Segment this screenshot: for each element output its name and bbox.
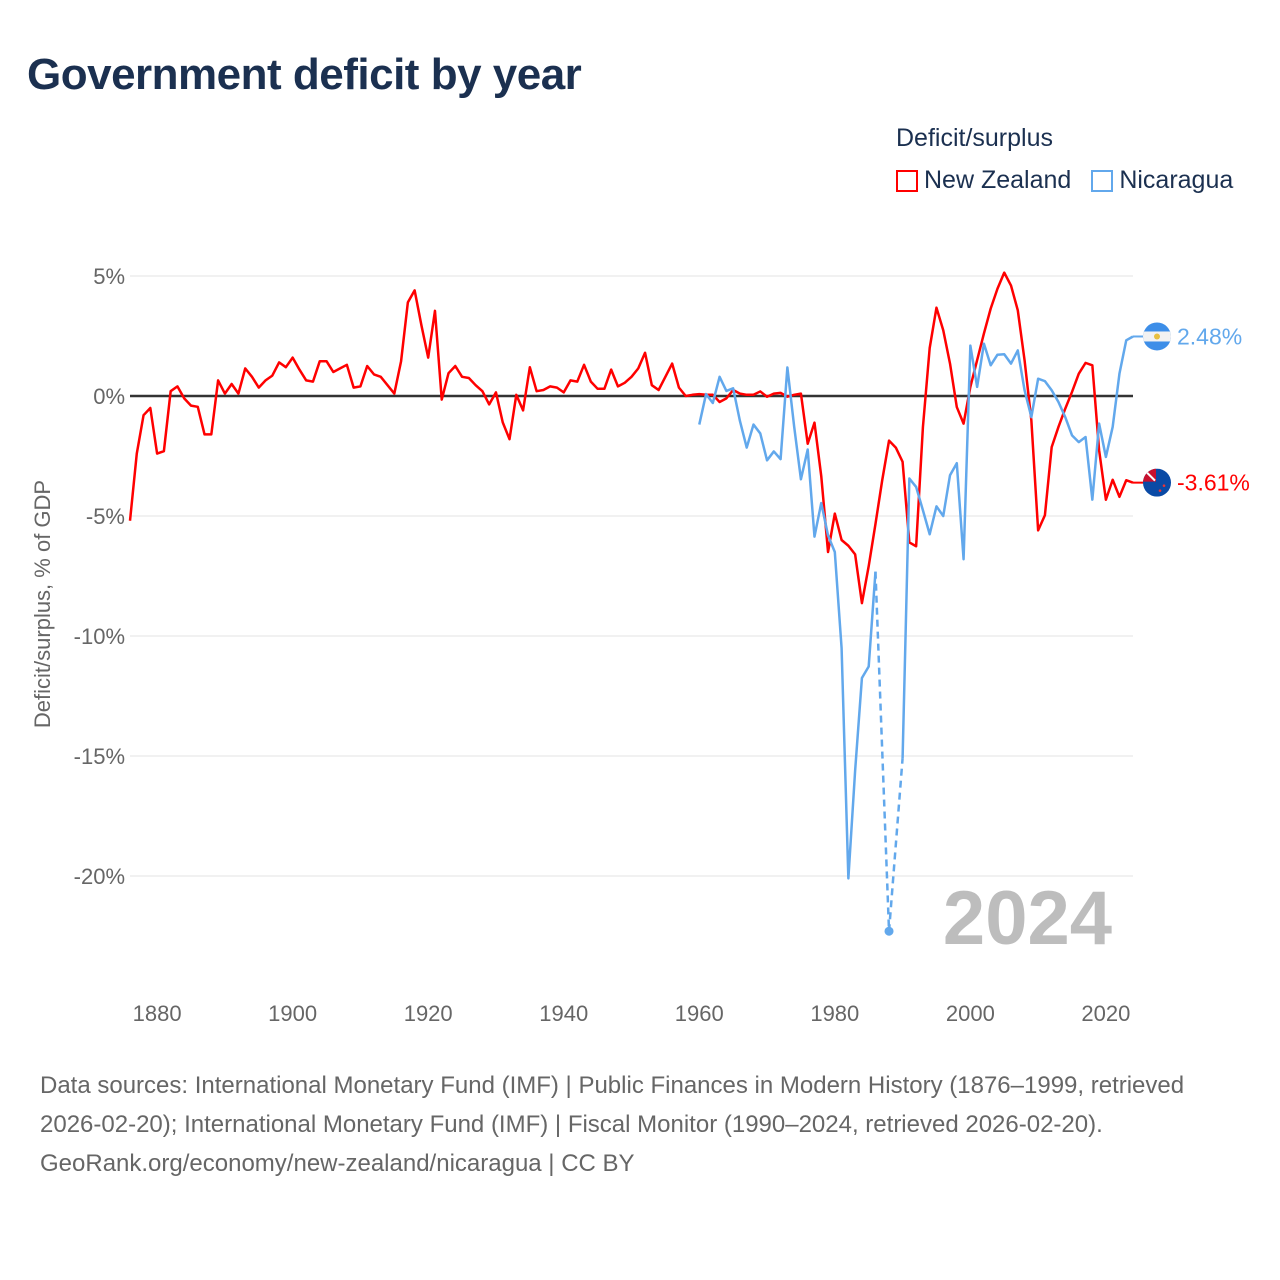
data-point-nicaragua: [884, 926, 894, 936]
chart-title: Government deficit by year: [27, 50, 582, 99]
current-year-label: 2024: [943, 876, 1112, 961]
end-value-label: 2.48%: [1177, 323, 1242, 349]
legend-label: New Zealand: [924, 166, 1072, 194]
series-gap-nicaragua: [874, 571, 891, 932]
flag-body: [1143, 322, 1171, 351]
y-tick-label: -15%: [74, 744, 125, 769]
legend-item-new-zealand[interactable]: New Zealand: [896, 166, 1071, 195]
series-line-new-zealand[interactable]: [128, 271, 1134, 605]
legend-swatch-nicaragua: [1091, 169, 1114, 192]
legend-title: Deficit/surplus: [896, 124, 1053, 152]
x-tick-label: 1920: [404, 1001, 453, 1026]
y-tick-label: -10%: [74, 624, 125, 649]
series-gap-nicaragua: [887, 758, 904, 932]
y-tick-label: 0%: [93, 384, 125, 409]
x-tick-label: 1880: [133, 1001, 182, 1026]
series-line-nicaragua[interactable]: [698, 366, 877, 880]
legend-item-nicaragua[interactable]: Nicaragua: [1091, 166, 1233, 195]
x-tick-label: 1900: [268, 1001, 317, 1026]
flag-body: [1143, 468, 1171, 497]
y-tick-label: -5%: [86, 504, 125, 529]
y-axis-label: Deficit/surplus, % of GDP: [30, 480, 55, 728]
data-sources: Data sources: International Monetary Fun…: [40, 1072, 1185, 1138]
x-tick-label: 2020: [1081, 1001, 1130, 1026]
series-line-nicaragua[interactable]: [901, 335, 1134, 759]
legend-label: Nicaragua: [1119, 166, 1234, 194]
y-tick-label: 5%: [93, 264, 125, 289]
nicaragua-flag-icon: [1143, 322, 1171, 351]
end-value-label: -3.61%: [1177, 470, 1250, 496]
flag-emblem: [1154, 333, 1160, 340]
flag-star: [1162, 484, 1166, 487]
flag-star: [1158, 489, 1162, 492]
x-tick-label: 1940: [539, 1001, 588, 1026]
new-zealand-flag-icon: [1143, 468, 1171, 497]
x-tick-label: 1980: [810, 1001, 859, 1026]
credit-link[interactable]: GeoRank.org/economy/new-zealand/nicaragu…: [40, 1150, 635, 1177]
legend: New Zealand Nicaragua: [896, 166, 1233, 195]
footer: Data sources: International Monetary Fun…: [40, 1066, 1240, 1183]
legend-swatch-new-zealand: [896, 169, 918, 192]
x-tick-label: 1960: [675, 1001, 724, 1026]
x-tick-label: 2000: [946, 1001, 995, 1026]
y-tick-label: -20%: [74, 864, 125, 889]
